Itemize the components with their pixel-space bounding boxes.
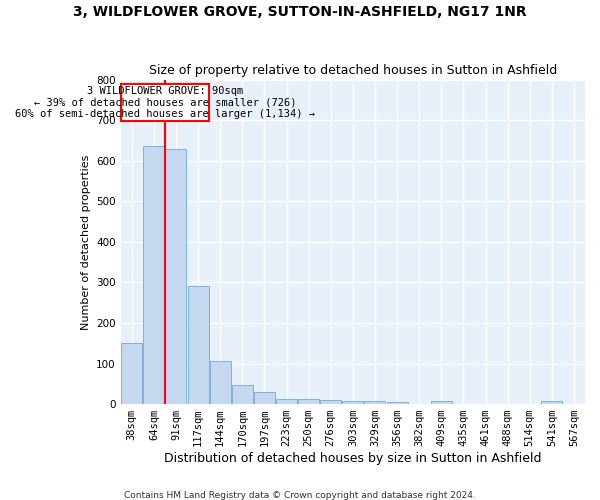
Title: Size of property relative to detached houses in Sutton in Ashfield: Size of property relative to detached ho…	[149, 64, 557, 77]
Bar	[386, 402, 407, 404]
Bar	[364, 401, 385, 404]
Bar	[188, 286, 209, 404]
Bar	[232, 384, 253, 404]
Bar	[210, 362, 231, 404]
Bar	[343, 401, 364, 404]
Bar	[121, 343, 142, 404]
X-axis label: Distribution of detached houses by size in Sutton in Ashfield: Distribution of detached houses by size …	[164, 452, 542, 465]
Bar	[254, 392, 275, 404]
Text: 3 WILDFLOWER GROVE: 90sqm
← 39% of detached houses are smaller (726)
60% of semi: 3 WILDFLOWER GROVE: 90sqm ← 39% of detac…	[15, 86, 315, 119]
Bar	[320, 400, 341, 404]
Bar	[143, 146, 164, 404]
Bar	[431, 401, 452, 404]
Text: Contains HM Land Registry data © Crown copyright and database right 2024.: Contains HM Land Registry data © Crown c…	[124, 490, 476, 500]
Text: 3, WILDFLOWER GROVE, SUTTON-IN-ASHFIELD, NG17 1NR: 3, WILDFLOWER GROVE, SUTTON-IN-ASHFIELD,…	[73, 5, 527, 19]
Bar	[166, 150, 187, 404]
Bar	[298, 399, 319, 404]
FancyBboxPatch shape	[121, 84, 209, 121]
Bar	[541, 401, 562, 404]
Bar	[276, 399, 297, 404]
Y-axis label: Number of detached properties: Number of detached properties	[80, 154, 91, 330]
